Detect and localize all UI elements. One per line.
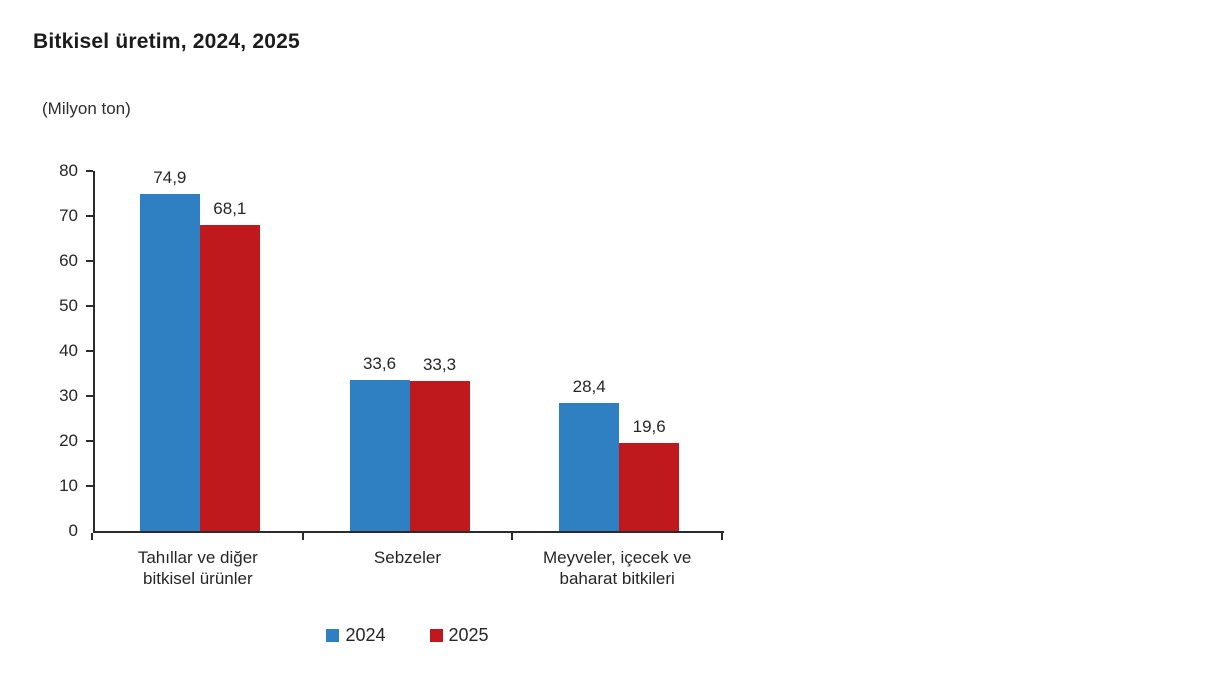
legend-swatch-2025: [429, 629, 443, 642]
y-tick-mark: [86, 440, 93, 442]
x-tick-mark: [91, 533, 93, 540]
category-label: Tahıllar ve diğer bitkisel ürünler: [137, 548, 258, 588]
y-tick-mark: [86, 350, 93, 352]
legend-swatch-2024: [326, 629, 340, 642]
y-tick-label: 40: [59, 341, 78, 360]
y-tick-mark: [86, 215, 93, 217]
legend-label: 2024: [345, 625, 386, 645]
x-tick-mark: [721, 533, 723, 540]
bar-2025-group3: [619, 442, 680, 531]
bar-value-label: 28,4: [572, 377, 606, 397]
bar-value-label: 19,6: [632, 416, 666, 436]
bar-value-label: 68,1: [213, 198, 247, 218]
legend-entry-2025: 2025: [429, 625, 489, 646]
legend: 2024 2025: [93, 625, 722, 646]
legend-label: 2025: [448, 625, 489, 645]
y-tick-label: 20: [59, 431, 78, 450]
bar-2025-group1: [199, 224, 260, 531]
x-tick-mark: [511, 533, 514, 540]
unit-label: (Milyon ton): [42, 99, 131, 118]
x-tick-mark: [301, 533, 304, 540]
bar-value-label: 33,6: [362, 353, 397, 373]
y-tick-mark: [86, 485, 93, 487]
y-tick-mark: [86, 395, 93, 397]
category-label: Sebzeler: [373, 548, 442, 567]
bar-value-label: 33,3: [422, 355, 457, 375]
chart-title: Bitkisel üretim, 2024, 2025: [33, 30, 300, 53]
y-tick-label: 50: [59, 296, 78, 315]
bar-2024-group2: [349, 379, 410, 531]
y-tick-label: 70: [59, 206, 78, 225]
y-tick-label: 0: [68, 521, 78, 540]
y-tick-mark: [86, 260, 93, 262]
y-tick-label: 10: [59, 476, 78, 495]
y-tick-label: 60: [59, 251, 78, 270]
y-tick-mark: [86, 170, 93, 172]
plot-area: 74,9 68,1 33,6 33,3 28,4 19,6: [93, 167, 724, 533]
bar-value-label: 74,9: [153, 167, 187, 187]
category-label: Meyveler, içecek ve baharat bitkileri: [542, 548, 692, 588]
y-tick-mark: [86, 305, 93, 307]
bar-2025-group2: [409, 381, 470, 531]
bar-2024-group1: [139, 193, 200, 531]
legend-entry-2024: 2024: [326, 625, 386, 646]
bar-2024-group3: [559, 403, 620, 531]
y-tick-label: 80: [59, 161, 78, 180]
y-tick-label: 30: [59, 386, 78, 405]
